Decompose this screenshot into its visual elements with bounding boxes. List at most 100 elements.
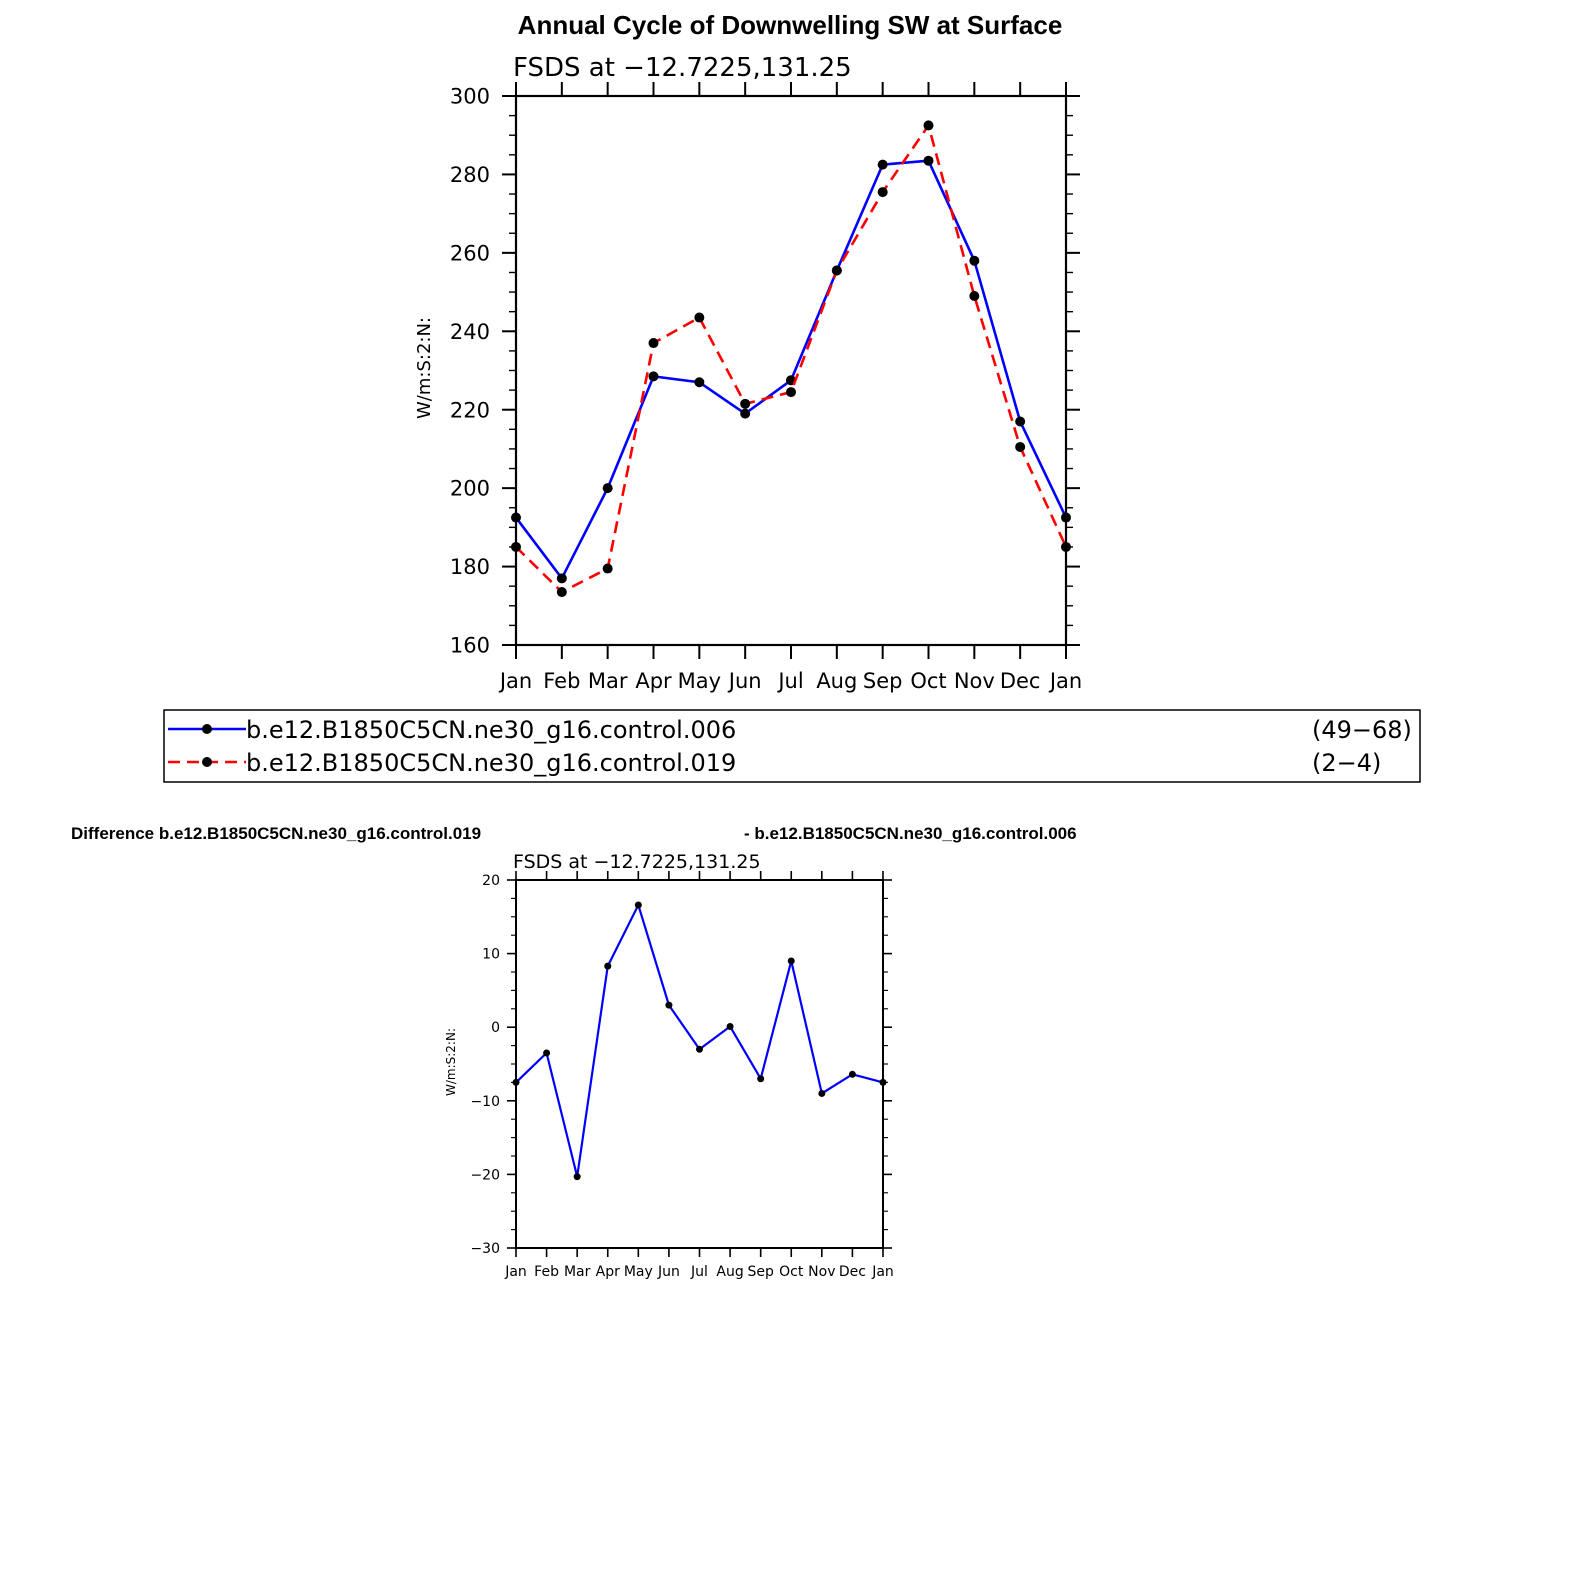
data-point (511, 512, 521, 523)
x-tick-label: Sep (863, 669, 903, 693)
data-point (694, 377, 705, 388)
series-line-1 (515, 124, 1068, 594)
y-tick-label: 280 (450, 163, 490, 187)
x-tick-label: Jun (657, 1264, 680, 1280)
y-tick-label: 220 (450, 398, 490, 422)
x-tick-label: Jul (776, 669, 803, 693)
x-tick-label: Nov (808, 1264, 835, 1280)
y-tick-label: 0 (491, 1020, 500, 1036)
chart2-ylabel: W/m:S:2:N: (444, 1028, 458, 1096)
x-tick-label: Dec (1000, 669, 1041, 693)
data-point (556, 573, 567, 584)
data-point (543, 1049, 551, 1057)
x-tick-label: Nov (954, 669, 995, 693)
data-point (879, 1078, 887, 1086)
data-point (512, 1078, 520, 1086)
data-point (1061, 541, 1071, 552)
main-title: Annual Cycle of Downwelling SW at Surfac… (518, 10, 1063, 40)
x-tick-label: Jan (498, 669, 532, 693)
data-point (556, 587, 567, 598)
data-point (757, 1075, 765, 1083)
data-point (696, 1045, 703, 1053)
x-tick-label: May (678, 669, 721, 693)
chart2-subtitle: FSDS at −12.7225,131.25 (513, 851, 761, 873)
plot-frame (514, 94, 1068, 647)
x-tick-label: Feb (534, 1264, 559, 1280)
x-tick-label: Aug (816, 669, 857, 693)
legend-label-006: b.e12.B1850C5CN.ne30_g16.control.006 (246, 716, 736, 744)
data-point (694, 312, 705, 323)
data-point (665, 1001, 673, 1009)
x-tick-label: Apr (635, 669, 672, 693)
y-tick-label: −30 (470, 1241, 500, 1257)
y-tick-label: 10 (482, 947, 500, 963)
data-point (923, 155, 934, 166)
x-tick-label: Jul (690, 1264, 708, 1280)
data-point (511, 541, 521, 552)
x-tick-label: May (624, 1264, 653, 1280)
x-tick-label: Oct (910, 669, 946, 693)
data-point (573, 1173, 581, 1181)
legend-box (163, 709, 1421, 783)
y-tick-label: 260 (450, 241, 490, 265)
data-point (602, 483, 613, 494)
x-tick-label: Sep (747, 1264, 774, 1280)
x-tick-label: Apr (596, 1264, 620, 1280)
y-tick-label: 160 (450, 634, 490, 658)
data-point (1061, 512, 1071, 523)
data-point (831, 265, 842, 276)
legend-label-019: b.e12.B1850C5CN.ne30_g16.control.019 (246, 749, 736, 777)
data-point (634, 901, 642, 909)
x-tick-label: Jan (871, 1264, 894, 1280)
x-tick-label: Jun (727, 669, 762, 693)
data-point (740, 398, 751, 409)
data-point (848, 1070, 856, 1078)
legend: b.e12.B1850C5CN.ne30_g16.control.006 (49… (163, 709, 1421, 783)
data-point (602, 563, 613, 574)
data-point (1015, 416, 1026, 427)
data-point (787, 957, 795, 965)
y-tick-label: −20 (470, 1167, 500, 1183)
data-point (877, 187, 888, 198)
x-tick-label: Jan (1048, 669, 1082, 693)
y-tick-label: 180 (450, 555, 490, 579)
data-point (786, 387, 796, 398)
y-tick-label: 200 (450, 477, 490, 501)
annual-cycle-chart: FSDS at −12.7225,131.25 W/m:S:2:N: Jan Fe… (414, 53, 1082, 693)
data-point (648, 338, 659, 349)
x-tick-label: Mar (564, 1264, 591, 1280)
x-tick-label: Aug (716, 1264, 743, 1280)
x-tick-label: Jan (504, 1264, 527, 1280)
chart1-ylabel: W/m:S:2:N: (414, 317, 435, 419)
data-point (969, 255, 980, 266)
data-point (923, 120, 934, 131)
chart1-subtitle: FSDS at −12.7225,131.25 (513, 53, 852, 83)
data-point (648, 371, 659, 382)
y-tick-label: 240 (450, 320, 490, 344)
x-tick-label: Mar (588, 669, 628, 693)
diff-title-right: - b.e12.B1850C5CN.ne30_g16.control.006 (744, 824, 1077, 843)
series-line-0 (515, 903, 884, 1178)
data-point (726, 1022, 734, 1030)
y-tick-label: 300 (450, 85, 490, 109)
x-tick-label: Dec (839, 1264, 866, 1280)
data-point (604, 962, 612, 970)
y-tick-label: 20 (482, 873, 500, 889)
series-line-0 (514, 159, 1068, 580)
difference-chart: FSDS at −12.7225,131.25 W/m:S:2:N: Jan Fe… (444, 851, 894, 1280)
x-tick-label: Feb (543, 669, 580, 693)
legend-marker-006 (202, 724, 212, 734)
diff-title-left: Difference b.e12.B1850C5CN.ne30_g16.cont… (71, 824, 481, 843)
plot-frame (515, 879, 884, 1249)
data-point (969, 290, 980, 301)
data-point (1015, 441, 1026, 452)
legend-marker-019 (202, 757, 212, 767)
data-point (740, 408, 751, 419)
legend-years-006: (49−68) (1312, 716, 1412, 744)
legend-years-019: (2−4) (1312, 749, 1381, 777)
data-point (818, 1089, 826, 1097)
y-tick-label: −10 (470, 1094, 500, 1110)
data-point (877, 159, 888, 170)
x-tick-label: Oct (779, 1264, 804, 1280)
